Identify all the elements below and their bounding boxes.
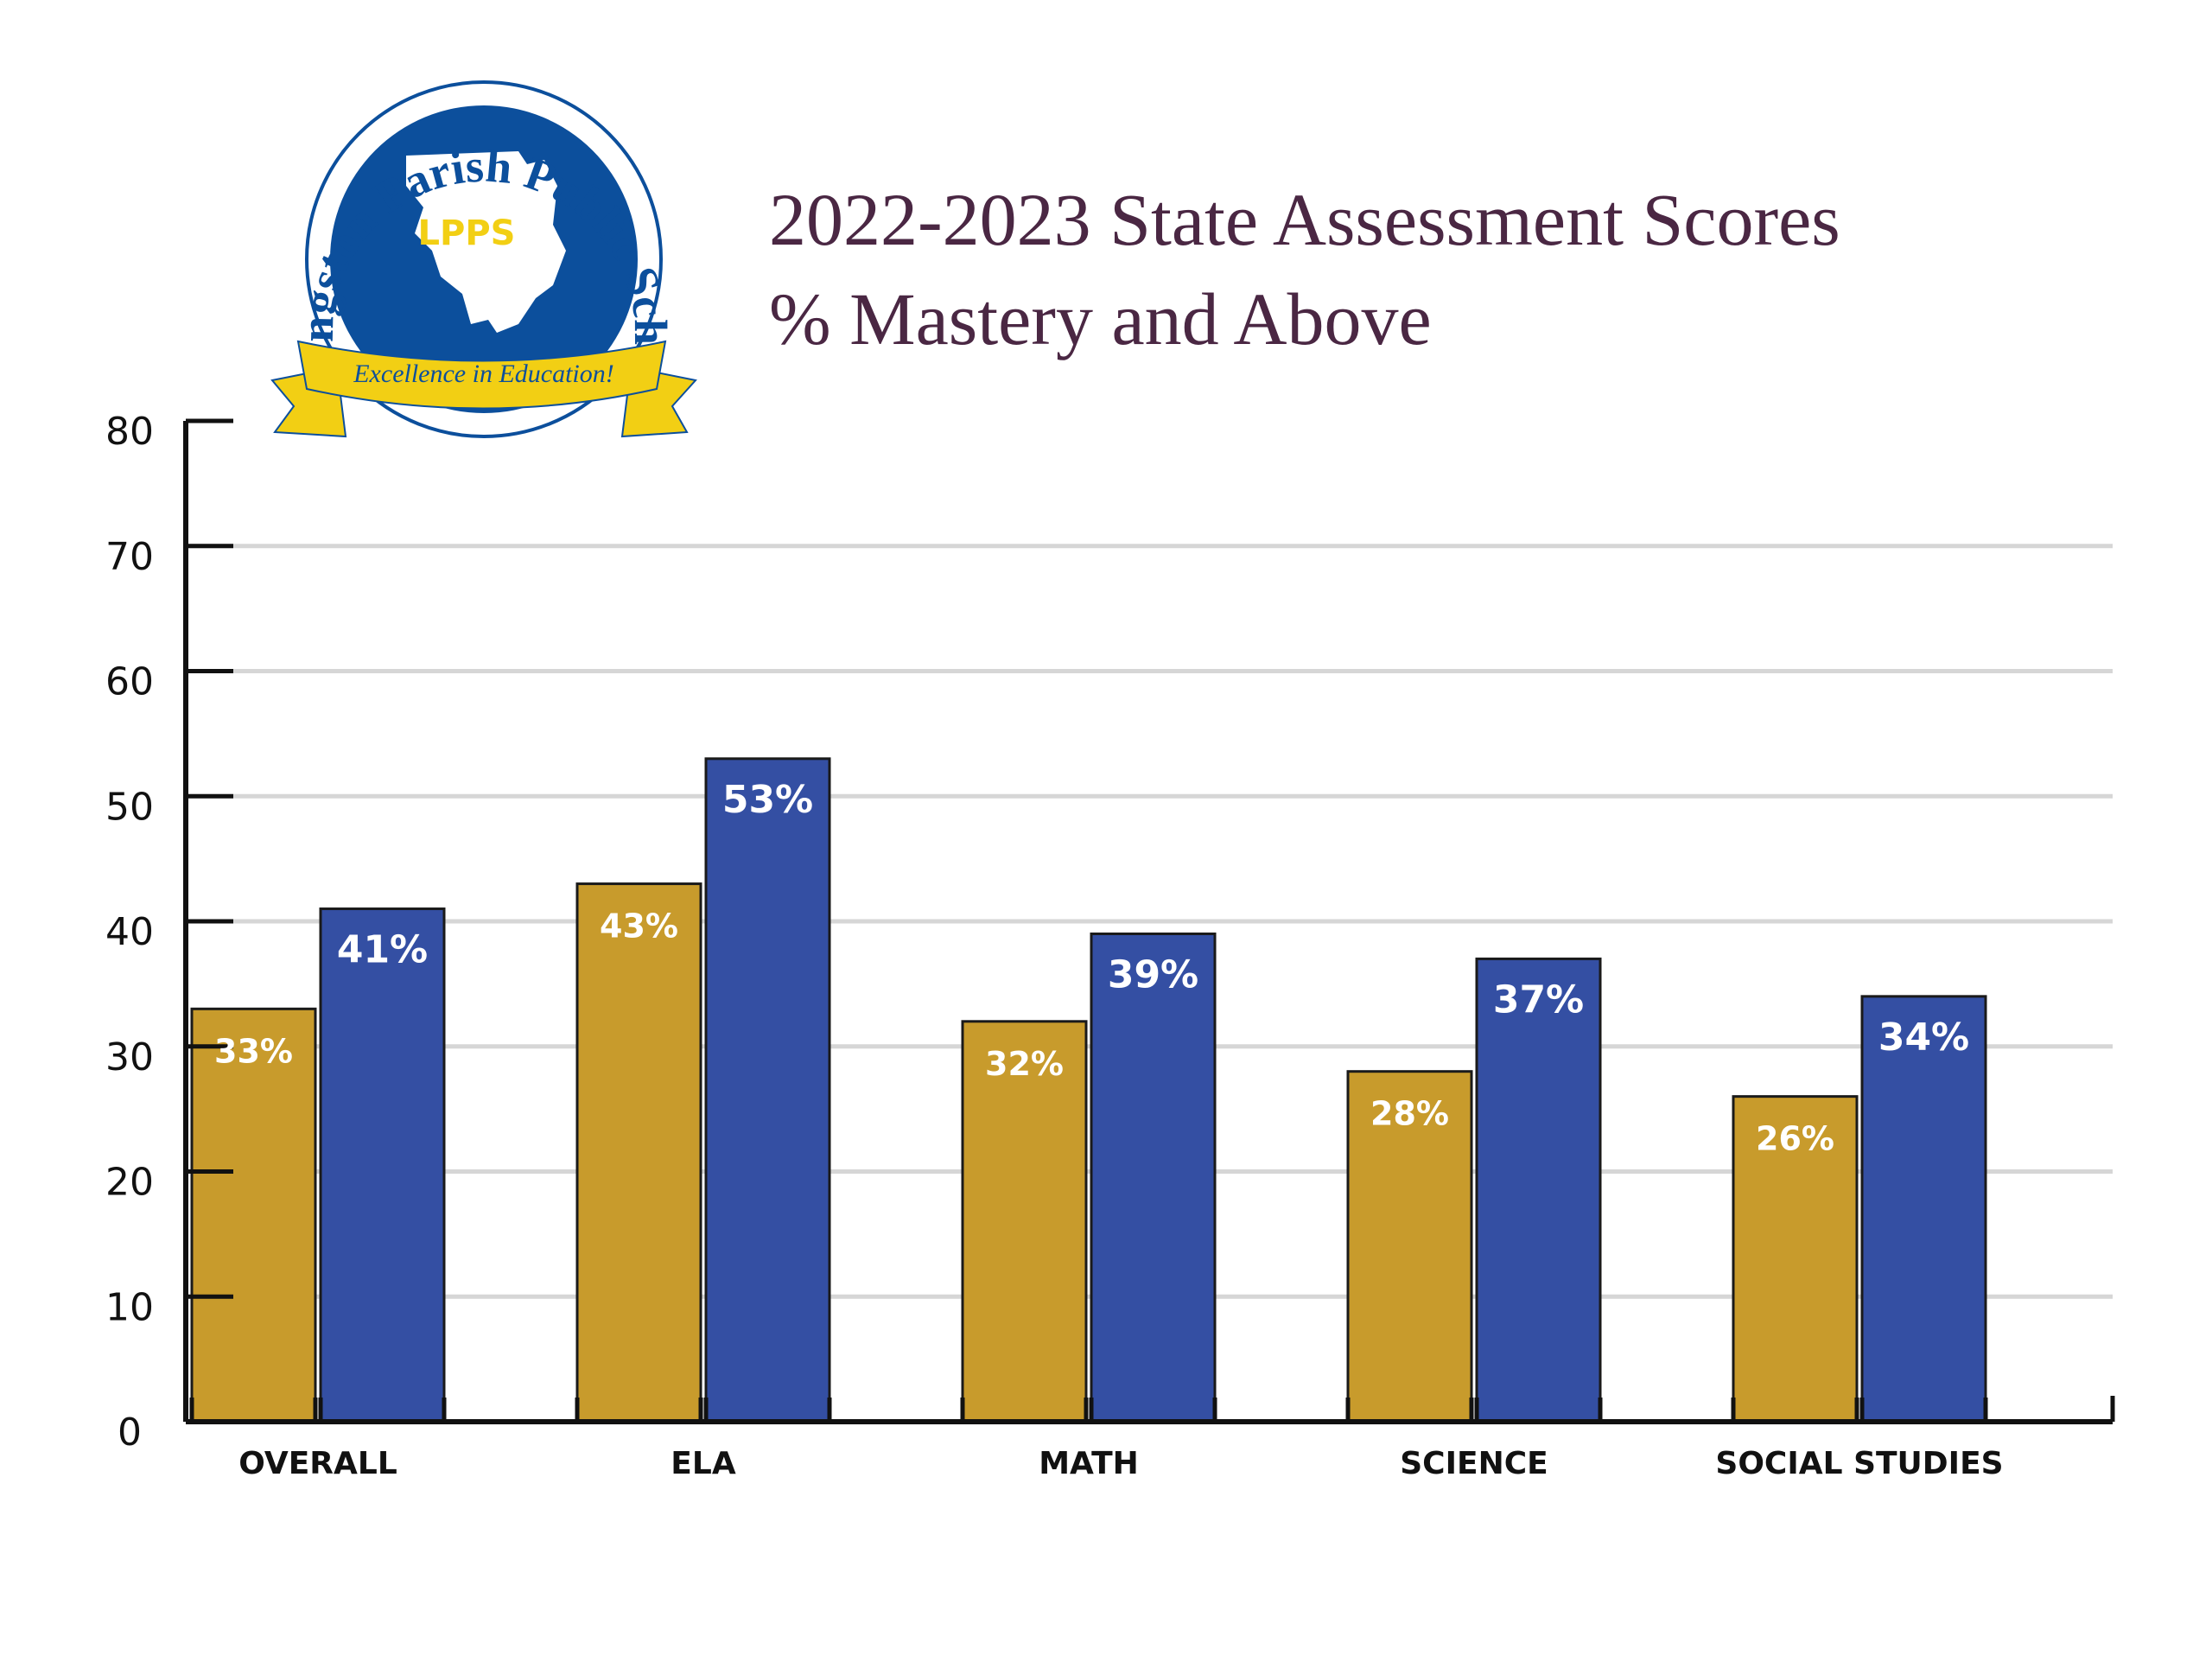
axes xyxy=(183,418,2115,1424)
bar xyxy=(1732,1095,1859,1423)
data-label: 37% xyxy=(1493,977,1584,1022)
data-label: 43% xyxy=(600,907,678,946)
y-tick-label: 0 xyxy=(118,1410,142,1455)
chart-title: 2022-2023 State Assessment Scores xyxy=(769,178,1840,261)
logo-ribbon-text: Excellence in Education! xyxy=(353,360,614,388)
bar xyxy=(1860,995,1987,1423)
y-tick-label: 80 xyxy=(105,410,154,454)
data-label: 34% xyxy=(1878,1016,1969,1060)
logo-ribbon xyxy=(296,340,667,410)
y-tick-label: 30 xyxy=(105,1035,154,1079)
bars xyxy=(190,757,1987,1423)
category-label: OVERALL xyxy=(238,1446,397,1481)
labels: 0 10 20 30 40 50 60 70 80 33% 41% OVERALL 43% 53% ELA 3… xyxy=(105,410,2004,1481)
data-label: 32% xyxy=(985,1045,1064,1083)
bar xyxy=(704,757,831,1423)
y-tick-label: 10 xyxy=(105,1285,154,1329)
y-tick-label: 40 xyxy=(105,910,154,954)
y-tick-label: 20 xyxy=(105,1161,154,1205)
data-label: 53% xyxy=(722,778,813,822)
logo-abbreviation: LPPS xyxy=(418,213,516,253)
bar xyxy=(1090,932,1217,1423)
category-label: SCIENCE xyxy=(1400,1446,1548,1481)
chart-subtitle: % Mastery and Above xyxy=(769,277,1432,360)
bar xyxy=(1346,1070,1473,1423)
y-tick-label: 50 xyxy=(105,785,154,829)
bar xyxy=(1475,957,1602,1423)
category-label: ELA xyxy=(671,1446,736,1481)
data-label: 28% xyxy=(1370,1095,1449,1133)
bar xyxy=(575,882,702,1423)
y-tick-label: 70 xyxy=(105,535,154,579)
data-label: 26% xyxy=(1756,1120,1834,1158)
data-label: 41% xyxy=(337,928,428,972)
y-tick-label: 60 xyxy=(105,660,154,704)
category-label: SOCIAL STUDIES xyxy=(1715,1446,2003,1481)
bar xyxy=(961,1020,1088,1423)
district-logo: LPPS Livingston Parish Public Schools Ex… xyxy=(0,0,697,438)
data-label: 39% xyxy=(1108,952,1198,997)
category-label: MATH xyxy=(1039,1446,1139,1481)
parish-map-icon xyxy=(406,151,566,333)
bar xyxy=(319,907,446,1423)
bar xyxy=(190,1007,317,1423)
data-label: 33% xyxy=(214,1032,293,1070)
